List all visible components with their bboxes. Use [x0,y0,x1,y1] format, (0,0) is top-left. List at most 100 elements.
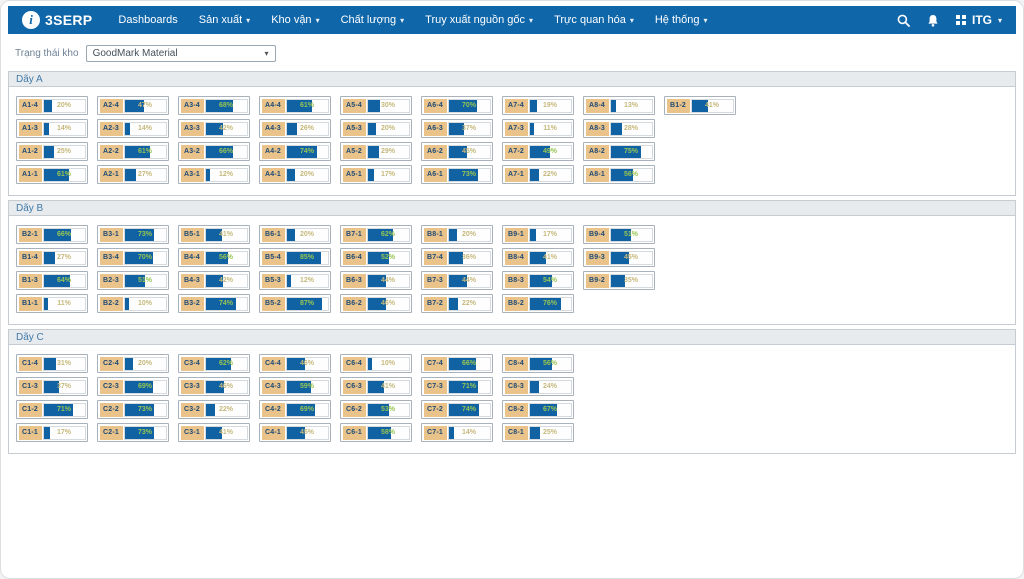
slot-cell[interactable]: C4-4 46% [259,354,331,373]
slot-cell[interactable]: A4-4 61% [259,96,331,115]
slot-cell[interactable]: A5-2 29% [340,142,412,161]
slot-cell[interactable]: B5-3 12% [259,271,331,290]
slot-cell[interactable]: A1-2 25% [16,142,88,161]
slot-cell[interactable]: B7-2 22% [421,294,493,313]
slot-cell[interactable]: B1-3 64% [16,271,88,290]
slot-cell[interactable]: B5-4 85% [259,248,331,267]
slot-cell[interactable]: B9-2 35% [583,271,655,290]
slot-cell[interactable]: C6-4 10% [340,354,412,373]
brand-logo[interactable]: i 3SERP [22,8,92,29]
slot-cell[interactable]: B8-1 20% [421,225,493,244]
nav-item-4[interactable]: Truy xuất nguồn gốc ▾ [425,14,533,26]
slot-cell[interactable]: B4-3 42% [178,271,250,290]
slot-cell[interactable]: A2-1 27% [97,165,169,184]
slot-cell[interactable]: A2-3 14% [97,119,169,138]
slot-cell[interactable]: A6-4 70% [421,96,493,115]
slot-cell[interactable]: A1-4 20% [16,96,88,115]
slot-cell[interactable]: B5-1 41% [178,225,250,244]
slot-cell[interactable]: C1-4 31% [16,354,88,373]
slot-cell[interactable]: B2-1 66% [16,225,88,244]
slot-cell[interactable]: A2-2 61% [97,142,169,161]
slot-cell[interactable]: B3-4 70% [97,248,169,267]
slot-cell[interactable]: B2-2 10% [97,294,169,313]
org-menu[interactable]: ITG ▾ [956,13,1002,27]
slot-cell[interactable]: B1-2 41% [664,96,736,115]
slot-cell[interactable]: A5-3 20% [340,119,412,138]
slot-cell[interactable]: A1-1 61% [16,165,88,184]
slot-cell[interactable]: B3-1 73% [97,225,169,244]
slot-cell[interactable]: A5-1 17% [340,165,412,184]
slot-cell[interactable]: A2-4 47% [97,96,169,115]
slot-cell[interactable]: A1-3 14% [16,119,88,138]
nav-item-2[interactable]: Kho vận ▾ [271,14,319,26]
slot-cell[interactable]: C1-3 37% [16,377,88,396]
notifications-bell-icon[interactable] [927,14,939,27]
slot-cell[interactable]: C7-1 14% [421,423,493,442]
slot-cell[interactable]: A3-3 42% [178,119,250,138]
search-icon[interactable] [897,14,911,27]
slot-cell[interactable]: B4-4 56% [178,248,250,267]
slot-cell[interactable]: B6-2 46% [340,294,412,313]
slot-cell[interactable]: A4-1 20% [259,165,331,184]
slot-cell[interactable]: A7-3 11% [502,119,574,138]
slot-cell[interactable]: C2-4 20% [97,354,169,373]
slot-cell[interactable]: B9-3 45% [583,248,655,267]
slot-cell[interactable]: C3-1 41% [178,423,250,442]
slot-cell[interactable]: C3-4 62% [178,354,250,373]
slot-cell[interactable]: A6-1 73% [421,165,493,184]
slot-cell[interactable]: B8-2 76% [502,294,574,313]
slot-cell[interactable]: C7-3 71% [421,377,493,396]
slot-cell[interactable]: A4-2 74% [259,142,331,161]
slot-cell[interactable]: C4-1 45% [259,423,331,442]
slot-cell[interactable]: B3-2 74% [178,294,250,313]
slot-cell[interactable]: B2-3 51% [97,271,169,290]
slot-cell[interactable]: C1-2 71% [16,400,88,419]
nav-item-5[interactable]: Trực quan hóa ▾ [554,14,634,26]
slot-cell[interactable]: C7-4 66% [421,354,493,373]
slot-cell[interactable]: A7-4 19% [502,96,574,115]
slot-cell[interactable]: B9-1 17% [502,225,574,244]
slot-cell[interactable]: C6-2 53% [340,400,412,419]
slot-cell[interactable]: C2-3 69% [97,377,169,396]
nav-item-3[interactable]: Chất lượng ▾ [341,14,405,26]
slot-cell[interactable]: B6-4 52% [340,248,412,267]
slot-cell[interactable]: C8-1 25% [502,423,574,442]
slot-cell[interactable]: B1-1 11% [16,294,88,313]
slot-cell[interactable]: A3-4 68% [178,96,250,115]
slot-cell[interactable]: C7-2 74% [421,400,493,419]
nav-item-1[interactable]: Sản xuất ▾ [199,14,250,26]
slot-cell[interactable]: C2-1 73% [97,423,169,442]
slot-cell[interactable]: A4-3 26% [259,119,331,138]
slot-cell[interactable]: C1-1 17% [16,423,88,442]
slot-cell[interactable]: B1-4 27% [16,248,88,267]
slot-cell[interactable]: B8-3 54% [502,271,574,290]
slot-cell[interactable]: B7-3 44% [421,271,493,290]
slot-cell[interactable]: C6-3 41% [340,377,412,396]
slot-cell[interactable]: A8-3 28% [583,119,655,138]
slot-cell[interactable]: C8-2 67% [502,400,574,419]
slot-cell[interactable]: C2-2 73% [97,400,169,419]
slot-cell[interactable]: A3-2 66% [178,142,250,161]
slot-cell[interactable]: C4-2 69% [259,400,331,419]
slot-cell[interactable]: A6-3 37% [421,119,493,138]
slot-cell[interactable]: A7-1 22% [502,165,574,184]
slot-cell[interactable]: C8-3 24% [502,377,574,396]
slot-cell[interactable]: B8-4 41% [502,248,574,267]
slot-cell[interactable]: A6-2 45% [421,142,493,161]
slot-cell[interactable]: C3-3 46% [178,377,250,396]
slot-cell[interactable]: B6-1 20% [259,225,331,244]
slot-cell[interactable]: A8-2 75% [583,142,655,161]
warehouse-status-select[interactable]: GoodMark Material ▾ [85,45,276,62]
slot-cell[interactable]: C3-2 22% [178,400,250,419]
slot-cell[interactable]: B7-4 36% [421,248,493,267]
slot-cell[interactable]: B6-3 44% [340,271,412,290]
slot-cell[interactable]: A7-2 49% [502,142,574,161]
slot-cell[interactable]: C4-3 59% [259,377,331,396]
slot-cell[interactable]: A3-1 12% [178,165,250,184]
nav-item-0[interactable]: Dashboards [118,14,177,26]
nav-item-6[interactable]: Hệ thống ▾ [655,14,708,26]
slot-cell[interactable]: B9-4 51% [583,225,655,244]
slot-cell[interactable]: C8-4 56% [502,354,574,373]
slot-cell[interactable]: A8-4 13% [583,96,655,115]
slot-cell[interactable]: B7-1 62% [340,225,412,244]
